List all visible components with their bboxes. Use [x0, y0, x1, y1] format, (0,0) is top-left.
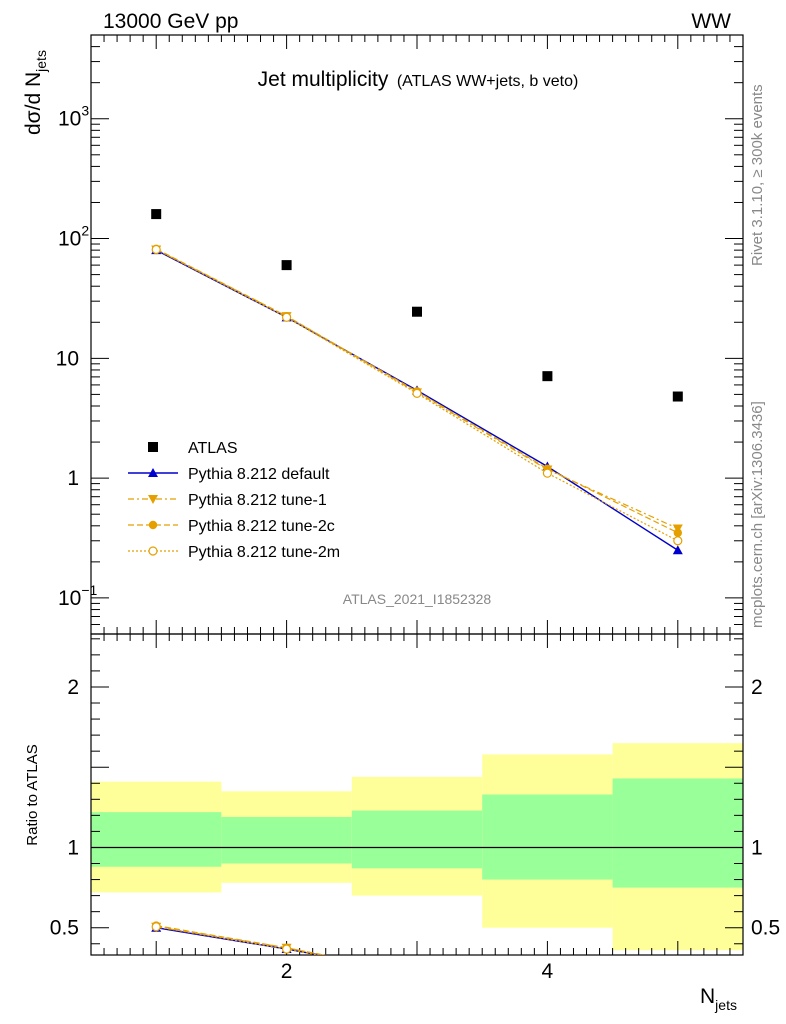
legend-marker-data — [148, 442, 158, 452]
main-ylabel: dσ/d Njets — [22, 50, 49, 135]
legend-label-tune2c: Pythia 8.212 tune-2c — [188, 518, 335, 535]
ratio-ticks: 2 4 0.5 0.5 1 1 2 2 — [50, 634, 780, 983]
ratio-xtick-label: 2 — [281, 960, 293, 983]
main-ytick-label: 102 — [58, 223, 89, 251]
ratio-panel — [90, 633, 744, 956]
rivet-label: Rivet 3.1.10, ≥ 300k events — [749, 84, 766, 266]
analysis-id: ATLAS_2021_I1852328 — [343, 591, 492, 607]
legend-marker-default — [148, 468, 158, 477]
main-point-data — [672, 391, 683, 402]
main-series — [151, 209, 683, 555]
legend-marker-tune2m — [148, 546, 158, 556]
legend-label-default: Pythia 8.212 default — [188, 466, 330, 483]
ratio-line-tune2c — [156, 925, 327, 955]
ratio-line-tune1 — [156, 926, 326, 955]
main-point-tune2m — [151, 244, 161, 255]
main-point-tune2m — [412, 388, 422, 398]
main-ytick-label: 1 — [67, 467, 79, 490]
ratio-ytick-label-left: 0.5 — [50, 917, 79, 940]
legend-marker-tune2c — [148, 520, 158, 530]
ratio-band-inner — [221, 816, 352, 864]
ratio-ytick-label-right: 0.5 — [751, 917, 780, 940]
main-point-data — [412, 306, 422, 317]
legend-marker-tune1 — [148, 495, 158, 504]
ratio-point-tune2m — [151, 922, 161, 932]
legend-label-tune2m: Pythia 8.212 tune-2m — [188, 544, 340, 561]
legend-label-tune1: Pythia 8.212 tune-1 — [188, 492, 327, 509]
energy-label: 13000 GeV pp — [103, 10, 238, 33]
ratio-ytick-label-right: 1 — [751, 836, 763, 859]
ratio-series-clipped — [151, 921, 327, 955]
ratio-band-inner — [91, 812, 222, 867]
main-point-tune2m — [282, 312, 292, 322]
ratio-ylabel: Ratio to ATLAS — [24, 744, 41, 845]
legend-label-data: ATLAS — [188, 440, 238, 457]
ratio-band-inner — [351, 810, 483, 869]
main-ytick-label: 10 — [56, 347, 79, 370]
mcplots-label: mcplots.cern.ch [arXiv:1306.3436] — [749, 401, 766, 628]
main-point-data — [151, 209, 162, 220]
ratio-xlabel: Njets — [700, 985, 737, 1013]
legend: ATLAS Pythia 8.212 default Pythia 8.212 tu… — [128, 440, 340, 561]
main-point-data — [542, 371, 553, 382]
ratio-point-tune2m — [282, 944, 292, 954]
plot-subtitle: (ATLAS WW+jets, b veto) — [397, 73, 579, 90]
ratio-xlabel-main: N — [700, 985, 715, 1008]
ratio-band-inner — [482, 794, 613, 880]
main-ytick-label: 10−1 — [58, 582, 98, 610]
main-ytick-label: 103 — [58, 103, 89, 131]
ratio-line-tune2m — [156, 926, 321, 955]
main-point-tune2c — [673, 528, 682, 537]
main-point-tune2m — [542, 468, 553, 478]
ratio-series — [151, 921, 327, 955]
ratio-xtick-label: 4 — [542, 960, 554, 983]
process-label: WW — [691, 10, 731, 33]
ratio-ytick-label-right: 2 — [751, 676, 763, 699]
ratio-ytick-label-left: 1 — [67, 836, 79, 859]
ratio-ytick-label-left: 2 — [67, 676, 79, 699]
main-point-default — [672, 545, 683, 555]
main-ylabel-sub: jets — [33, 50, 49, 73]
main-point-data — [281, 260, 292, 271]
ratio-line-default — [156, 927, 324, 955]
plot-title: Jet multiplicity (ATLAS WW+jets, b veto) — [258, 68, 579, 91]
ratio-xlabel-sub: jets — [714, 997, 737, 1013]
main-ticks: 10−1 1 10 102 103 — [56, 34, 744, 635]
ratio-band-inner — [612, 778, 743, 888]
main-point-tune2m — [673, 536, 683, 546]
main-ylabel-main: dσ/d N — [22, 72, 45, 135]
plot-title-main: Jet multiplicity — [258, 68, 389, 91]
